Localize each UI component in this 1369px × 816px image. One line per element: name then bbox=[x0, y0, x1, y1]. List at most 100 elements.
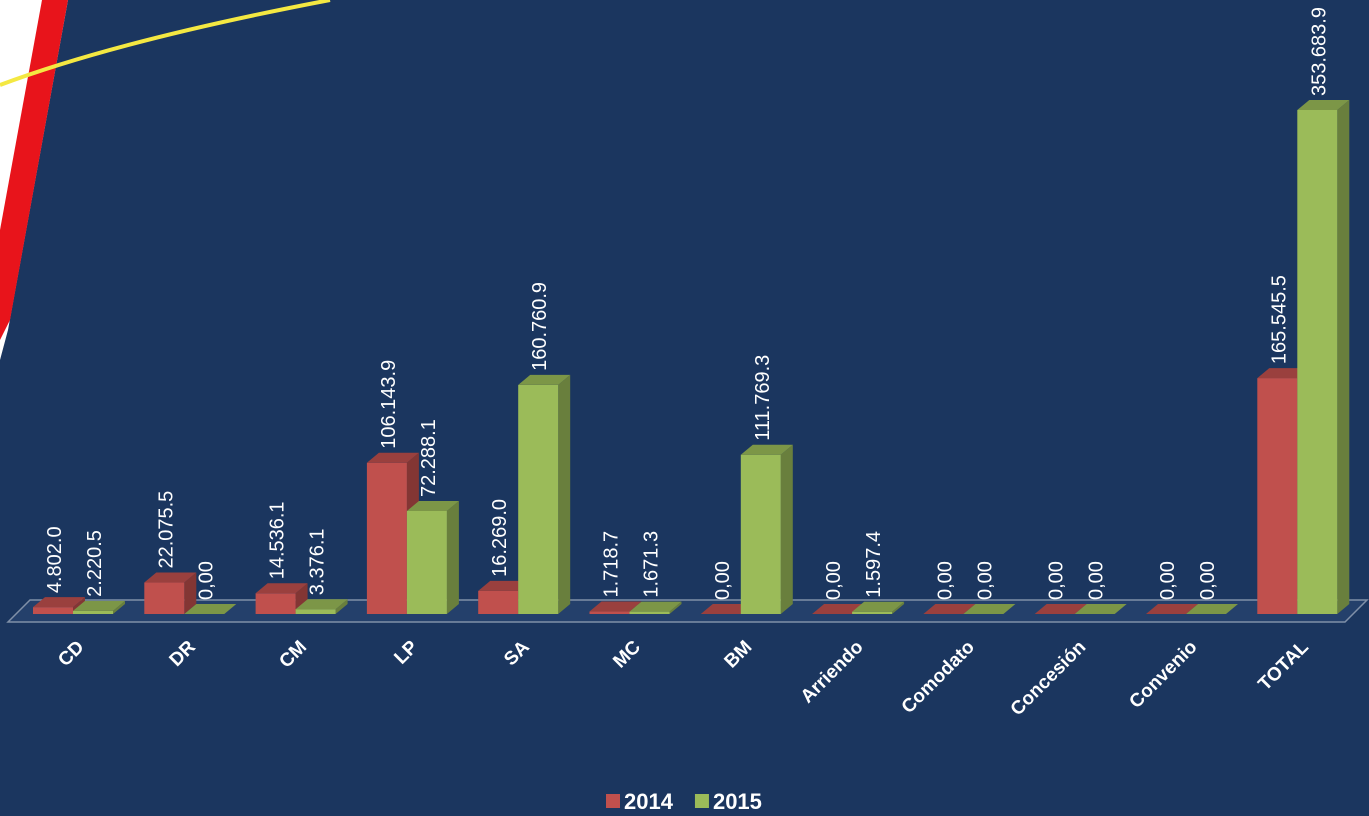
bar bbox=[406, 500, 459, 614]
data-label: 353.683.9 bbox=[1308, 7, 1330, 96]
bar-front bbox=[1297, 110, 1338, 614]
red-stripe bbox=[0, 0, 68, 340]
data-label: 106.143.9 bbox=[378, 360, 400, 449]
bar bbox=[923, 604, 976, 614]
data-label: 1.671.3 bbox=[641, 531, 663, 598]
data-label: 4.802.0 bbox=[44, 526, 66, 593]
bar bbox=[295, 599, 348, 614]
bar-top bbox=[295, 599, 348, 610]
bar-top bbox=[366, 452, 419, 463]
bar-front bbox=[1257, 378, 1298, 614]
yellow-line bbox=[0, 0, 331, 87]
data-label: 1.597.4 bbox=[863, 531, 885, 598]
data-label: 22.075.5 bbox=[155, 491, 177, 569]
floor bbox=[6, 599, 1369, 623]
legend-label: 2014 bbox=[624, 789, 674, 814]
bar-front bbox=[295, 609, 336, 614]
bar-top bbox=[963, 604, 1016, 614]
bar bbox=[144, 572, 197, 614]
bar-top bbox=[1074, 604, 1127, 614]
data-label: 72.288.1 bbox=[418, 419, 440, 497]
bar bbox=[1074, 604, 1127, 614]
bar-side bbox=[892, 601, 905, 614]
bar-top bbox=[740, 444, 793, 455]
bar-top bbox=[518, 374, 571, 385]
bar-top bbox=[1186, 604, 1238, 614]
bar bbox=[184, 604, 237, 614]
bar-top bbox=[478, 580, 531, 591]
bar-front bbox=[33, 607, 73, 614]
bar bbox=[73, 600, 125, 614]
bar-top bbox=[852, 601, 905, 612]
data-label: 0,00 bbox=[195, 561, 217, 600]
data-label: 0,00 bbox=[823, 561, 845, 600]
bar-front bbox=[740, 454, 781, 614]
bar bbox=[1186, 604, 1238, 614]
bar-front bbox=[518, 384, 559, 614]
data-label: 0,00 bbox=[1157, 561, 1179, 600]
legend-swatch bbox=[694, 794, 709, 808]
bar-front bbox=[478, 590, 519, 614]
bar-top bbox=[73, 600, 125, 611]
bar-top bbox=[589, 601, 642, 612]
bar-top bbox=[923, 604, 976, 614]
bar bbox=[1146, 604, 1198, 614]
legend-swatch bbox=[606, 794, 620, 808]
bar bbox=[740, 444, 793, 614]
data-label: 0,00 bbox=[1046, 561, 1068, 600]
legend-label: 2015 bbox=[713, 789, 762, 814]
data-label: 165.545.5 bbox=[1268, 275, 1290, 364]
bar-top bbox=[812, 604, 865, 614]
bar-top bbox=[1034, 604, 1087, 614]
bar-front bbox=[366, 462, 407, 614]
data-label: 160.760.9 bbox=[529, 282, 551, 371]
bar-top bbox=[33, 597, 85, 608]
bar bbox=[700, 604, 753, 614]
data-label: 3.376.1 bbox=[307, 528, 329, 595]
bar-side bbox=[113, 600, 125, 614]
bar-top bbox=[1297, 100, 1350, 110]
data-label: 16.269.0 bbox=[489, 499, 511, 577]
data-label: 1.718.7 bbox=[601, 531, 623, 598]
bar-front bbox=[73, 610, 113, 614]
bar-top bbox=[1146, 604, 1198, 614]
data-label: 111.769.3 bbox=[752, 355, 774, 441]
bar bbox=[812, 604, 865, 614]
data-label: 14.536.1 bbox=[267, 501, 289, 579]
bar bbox=[1034, 604, 1087, 614]
bar-front bbox=[629, 611, 670, 614]
bar-side bbox=[335, 599, 348, 614]
data-label: 0,00 bbox=[1197, 561, 1219, 600]
bar-top bbox=[255, 583, 308, 594]
bar-front bbox=[144, 582, 185, 614]
data-label: 0,00 bbox=[934, 561, 956, 600]
bar bbox=[963, 604, 1016, 614]
bar-top bbox=[700, 604, 753, 614]
bar bbox=[852, 601, 905, 614]
data-label: 2.220.5 bbox=[84, 530, 106, 597]
bar-side bbox=[184, 572, 197, 614]
bar-top bbox=[406, 500, 459, 511]
bar-front bbox=[406, 510, 447, 614]
bar-top bbox=[184, 604, 237, 614]
legend: 2014 2015 bbox=[606, 789, 762, 814]
bar-top bbox=[1257, 368, 1310, 379]
bar-front bbox=[852, 611, 893, 614]
bar-side bbox=[446, 500, 459, 614]
data-label: 0,00 bbox=[712, 561, 734, 600]
bar-side bbox=[1337, 100, 1350, 614]
data-label: 0,00 bbox=[974, 561, 996, 600]
bar bbox=[518, 374, 571, 614]
bar-front bbox=[255, 593, 296, 614]
bar-top bbox=[144, 572, 197, 583]
bar-side bbox=[669, 601, 682, 614]
bar bbox=[255, 583, 308, 614]
bar bbox=[629, 601, 682, 614]
bar-side bbox=[780, 444, 793, 614]
bar-front bbox=[589, 611, 630, 614]
data-label: 0,00 bbox=[1086, 561, 1108, 600]
bar bbox=[1297, 100, 1350, 614]
bar-side bbox=[558, 374, 571, 614]
